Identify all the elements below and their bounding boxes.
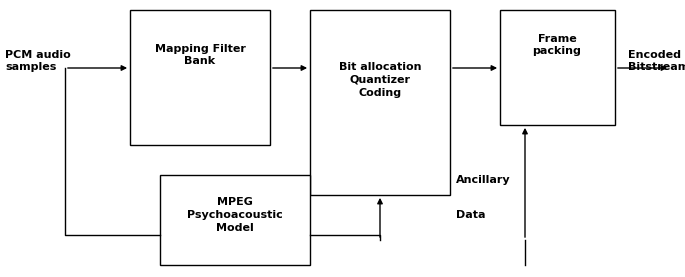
Text: Bank: Bank (184, 57, 216, 66)
Text: Model: Model (216, 223, 254, 233)
Text: Frame: Frame (538, 34, 576, 43)
Text: Data: Data (456, 210, 486, 220)
Bar (310, 10, 450, 195)
Text: Coding: Coding (358, 88, 401, 98)
Text: PCM audio
samples: PCM audio samples (5, 50, 71, 71)
Text: Bit allocation: Bit allocation (339, 62, 421, 72)
Text: Ancillary: Ancillary (456, 175, 510, 185)
Text: Encoded
Bitstream: Encoded Bitstream (628, 50, 685, 71)
Text: Psychoacoustic: Psychoacoustic (187, 210, 283, 220)
Text: Quantizer: Quantizer (349, 75, 410, 85)
Text: MPEG: MPEG (217, 197, 253, 207)
Bar (130, 10, 270, 145)
Bar (160, 175, 310, 265)
Bar (500, 10, 615, 125)
Text: packing: packing (532, 47, 582, 57)
Text: Mapping Filter: Mapping Filter (155, 43, 245, 53)
